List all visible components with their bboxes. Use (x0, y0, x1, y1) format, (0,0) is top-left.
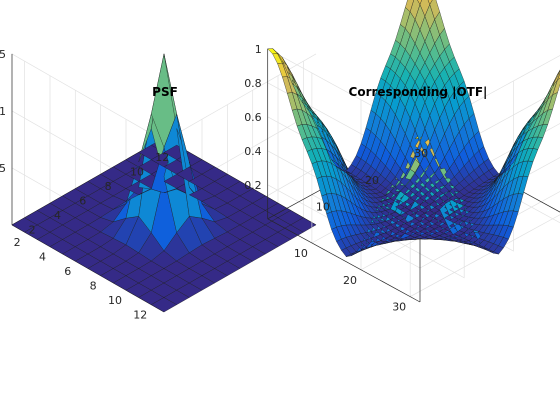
otf-surface (267, 0, 560, 257)
otf-surface-chart: 0.2 0.4 0.6 0.8 1 10 20 30 10 20 30 Corresponding … (244, 0, 560, 314)
z-tick-label: 0.2 (244, 179, 262, 192)
psf-tick-labels: 0.05 0.1 0.15 2 4 6 8 10 12 2 4 6 8 10 12 (0, 48, 169, 322)
y-tick-label: 20 (343, 274, 357, 287)
surface-facet (557, 69, 560, 75)
y-tick-label: 10 (108, 294, 122, 307)
x-tick-label: 6 (79, 195, 86, 208)
axis-line (267, 218, 421, 303)
y-tick-label: 4 (39, 251, 46, 264)
x-tick-label: 12 (155, 151, 169, 164)
psf-title: PSF (152, 85, 178, 99)
y-tick-label: 30 (392, 301, 406, 314)
y-tick-label: 2 (14, 236, 21, 249)
psf-surface (11, 53, 317, 313)
surface-facet (427, 0, 433, 5)
psf-surface-chart: 0.05 0.1 0.15 2 4 6 8 10 12 2 4 6 8 10 12 PSF (0, 48, 317, 322)
surface-facet (405, 0, 415, 12)
y-tick-label: 8 (90, 280, 97, 293)
surface-facet (290, 217, 317, 233)
surface-facet (557, 72, 560, 80)
z-tick-label: 1 (255, 43, 262, 56)
x-tick-label: 20 (365, 174, 379, 187)
x-tick-label: 8 (105, 180, 112, 193)
y-tick-label: 12 (133, 309, 147, 322)
x-tick-label: 30 (414, 147, 428, 160)
x-tick-label: 10 (316, 201, 330, 214)
surface-facet (417, 0, 422, 5)
surface-facet (552, 77, 560, 95)
z-tick-label: 0.8 (244, 77, 262, 90)
x-tick-label: 2 (29, 224, 36, 237)
z-tick-label: 0.05 (0, 162, 6, 175)
otf-title: Corresponding |OTF| (349, 85, 488, 99)
z-tick-label: 0.1 (0, 105, 6, 118)
z-tick-label: 0.6 (244, 111, 262, 124)
otf-tick-labels: 0.2 0.4 0.6 0.8 1 10 20 30 10 20 30 (244, 43, 428, 314)
x-tick-label: 10 (130, 166, 144, 179)
z-tick-label: 0.15 (0, 48, 6, 61)
y-tick-label: 6 (64, 265, 71, 278)
z-tick-label: 0.4 (244, 145, 262, 158)
y-tick-label: 10 (294, 247, 308, 260)
x-tick-label: 4 (54, 209, 61, 222)
